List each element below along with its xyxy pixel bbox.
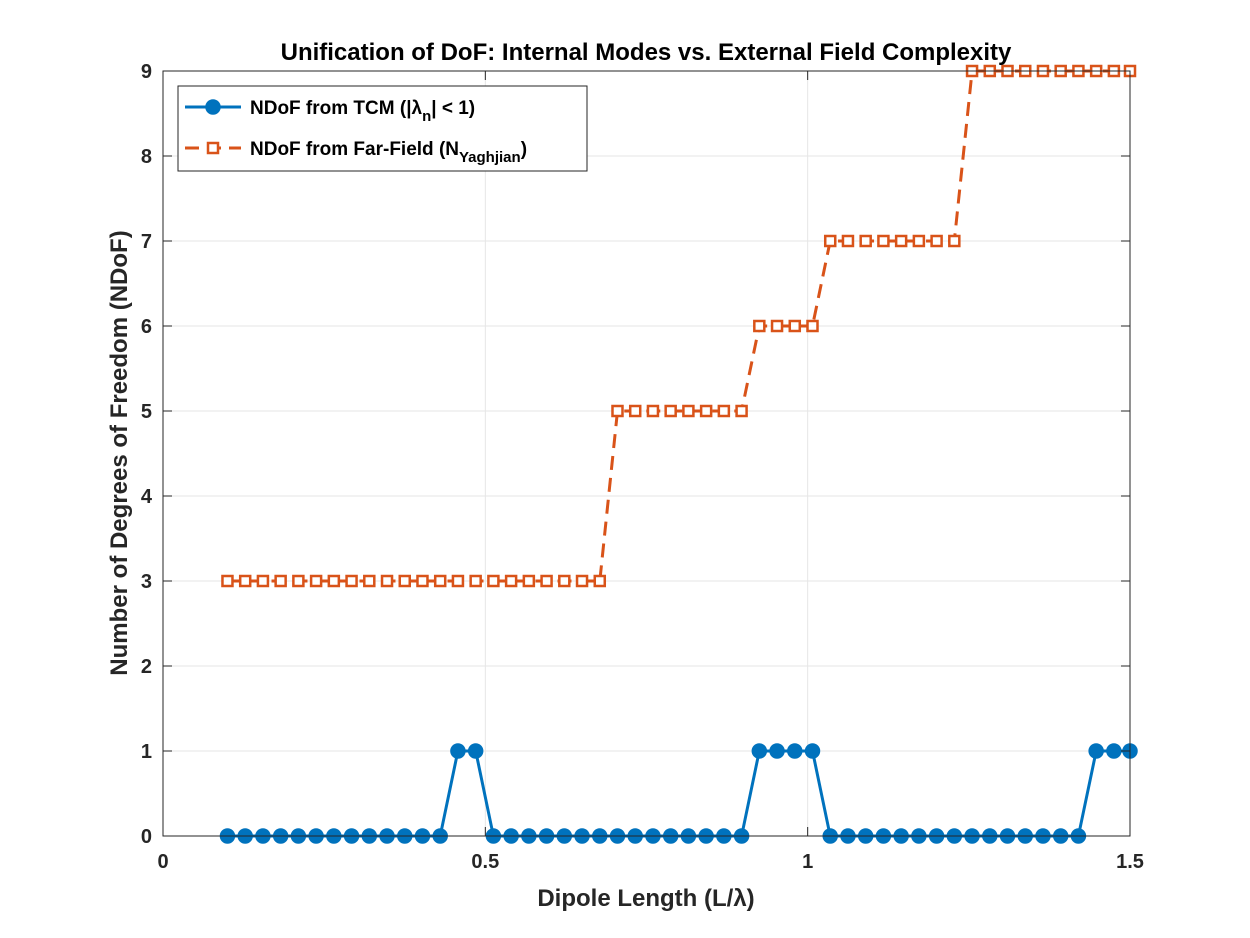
- data-point: [416, 574, 429, 588]
- data-point: [664, 404, 677, 418]
- y-tick-label: 1: [141, 741, 152, 763]
- data-point: [823, 234, 837, 248]
- data-point: [451, 574, 465, 588]
- y-tick-label: 5: [141, 401, 152, 423]
- data-point: [487, 574, 500, 588]
- data-point: [894, 234, 908, 248]
- data-point: [699, 404, 713, 418]
- legend-label-farfield-sub: Yaghjian: [459, 149, 521, 166]
- y-axis-label: Number of Degrees of Freedom (NDoF): [106, 230, 133, 675]
- data-point: [238, 574, 252, 588]
- data-point: [522, 574, 536, 588]
- legend: NDoF from TCM (|λn| < 1) NDoF from Far-F…: [177, 85, 588, 172]
- data-point: [575, 574, 589, 588]
- legend-label-tcm-tail: | < 1): [431, 98, 475, 119]
- y-tick-label: 9: [141, 61, 152, 83]
- y-tick-label: 4: [141, 486, 153, 508]
- data-point: [717, 404, 731, 418]
- data-point: [558, 574, 571, 588]
- data-point: [380, 574, 394, 588]
- legend-entry-farfield: NDoF from Far-Field (NYaghjian): [185, 139, 527, 166]
- data-point: [221, 574, 234, 588]
- legend-marker-tcm: [205, 99, 221, 115]
- data-point: [540, 574, 553, 588]
- data-point: [611, 404, 624, 418]
- data-point: [327, 574, 341, 588]
- y-tick-label: 2: [141, 656, 152, 678]
- data-point: [751, 743, 768, 759]
- data-point: [274, 574, 287, 588]
- data-point: [309, 574, 323, 588]
- data-point: [841, 234, 855, 248]
- data-point: [1106, 743, 1122, 759]
- data-point: [735, 404, 748, 418]
- x-tick-label: 1: [802, 851, 813, 873]
- tick-marks: [162, 70, 1131, 837]
- legend-marker-farfield: [206, 141, 220, 155]
- data-point: [806, 319, 819, 333]
- y-tick-label: 7: [141, 231, 152, 253]
- data-point: [256, 574, 270, 588]
- data-point: [912, 234, 926, 248]
- data-point: [769, 743, 785, 759]
- data-point: [467, 743, 484, 759]
- x-axis-label: Dipole Length (L/λ): [537, 885, 754, 912]
- data-point: [859, 234, 872, 248]
- data-point: [770, 319, 784, 333]
- data-point: [753, 319, 766, 333]
- legend-label-farfield-tail: ): [521, 139, 527, 160]
- data-point: [363, 574, 376, 588]
- legend-label-farfield-main: NDoF from Far-Field (N: [250, 139, 459, 160]
- data-point: [948, 234, 961, 248]
- data-point: [450, 743, 466, 759]
- tick-labels: 0 0.5 1 1.5 0 1 2 3 4 5 6 7 8 9: [141, 61, 1144, 873]
- legend-entry-tcm: NDoF from TCM (|λn| < 1): [185, 98, 475, 125]
- data-point: [398, 574, 411, 588]
- data-point: [593, 574, 607, 588]
- legend-label-tcm-sub: n: [422, 108, 431, 125]
- grid-lines: [163, 71, 1130, 836]
- y-tick-label: 6: [141, 316, 152, 338]
- x-tick-label: 0.5: [471, 851, 499, 873]
- data-point: [504, 574, 518, 588]
- data-point: [292, 574, 305, 588]
- plot-area: [163, 71, 1130, 836]
- chart-title: Unification of DoF: Internal Modes vs. E…: [281, 39, 1012, 66]
- y-tick-label: 8: [141, 146, 152, 168]
- data-point: [930, 234, 943, 248]
- data-point: [787, 743, 803, 759]
- data-point: [646, 404, 660, 418]
- data-point: [877, 234, 890, 248]
- x-tick-label: 1.5: [1116, 851, 1144, 873]
- y-tick-label: 3: [141, 571, 152, 593]
- x-tick-label: 0: [157, 851, 168, 873]
- data-point: [804, 743, 821, 759]
- data-point: [788, 319, 802, 333]
- legend-label-tcm-main: NDoF from TCM (|λ: [250, 98, 423, 119]
- axes-box: [162, 70, 1131, 837]
- data-point: [682, 404, 695, 418]
- data-point: [469, 574, 482, 588]
- data-point: [345, 574, 358, 588]
- data-point: [433, 574, 447, 588]
- data-point: [628, 404, 642, 418]
- legend-label-tcm: NDoF from TCM (|λn| < 1): [250, 98, 475, 125]
- data-point: [1088, 743, 1104, 759]
- y-tick-label: 0: [141, 826, 152, 848]
- legend-box: [177, 85, 588, 172]
- legend-label-farfield: NDoF from Far-Field (NYaghjian): [250, 139, 527, 166]
